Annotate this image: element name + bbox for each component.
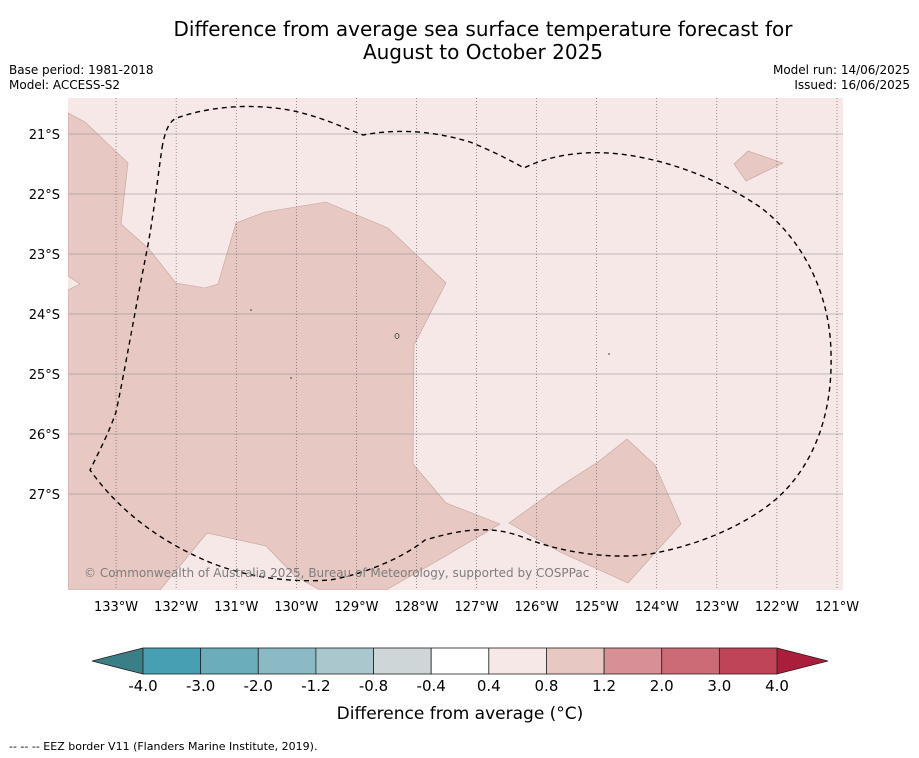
colorbar-under-arrow xyxy=(91,647,144,675)
colorbar-tick-label: -4.0 xyxy=(128,677,157,695)
issued-date: Issued: 16/06/2025 xyxy=(794,78,910,92)
longitude-tick-label: 132°W xyxy=(154,600,198,615)
colorbar-tick-label: 0.4 xyxy=(477,677,501,695)
longitude-tick-label: 133°W xyxy=(94,600,138,615)
island-marker xyxy=(394,333,400,339)
model-run: Model run: 14/06/2025 xyxy=(772,63,910,77)
colorbar-unit-label: Difference from average (°C) xyxy=(336,704,584,724)
colorbar-segment xyxy=(257,647,317,675)
latitude-tick-label: 23°S xyxy=(29,248,60,263)
model-name: Model: ACCESS-S2 xyxy=(9,78,121,92)
warm-anomaly-region-northeast xyxy=(733,150,784,182)
gridlines xyxy=(68,98,843,590)
colorbar-segment xyxy=(142,647,202,675)
colorbar-segment xyxy=(430,647,490,675)
colorbar-segment xyxy=(546,647,605,675)
island-dot xyxy=(290,377,292,379)
base-period: Base period: 1981-2018 xyxy=(9,63,154,77)
longitude-tick-label: 128°W xyxy=(394,600,438,615)
title-line-1: Difference from average sea surface temp… xyxy=(173,17,793,41)
colorbar: -4.0 -3.0 -2.0 -1.2 -0.8 -0.4 0.4 0.8 1.2 2.0 3.0 4… xyxy=(91,647,829,695)
longitude-tick-label: 124°W xyxy=(635,600,679,615)
colorbar-over-arrow xyxy=(776,647,829,675)
latitude-tick-label: 22°S xyxy=(29,188,60,203)
latitude-tick-labels: 21°S 22°S 23°S 24°S 25°S 26°S 27°S xyxy=(29,128,60,503)
longitude-tick-label: 130°W xyxy=(274,600,318,615)
colorbar-tick-label: 3.0 xyxy=(707,677,731,695)
copyright-text: © Commonwealth of Australia 2025, Bureau… xyxy=(84,566,589,580)
latitude-tick-label: 25°S xyxy=(29,368,60,383)
meta-left: Base period: 1981-2018 Model: ACCESS-S2 xyxy=(9,63,154,93)
colorbar-tick-label: 0.8 xyxy=(535,677,559,695)
longitude-tick-label: 127°W xyxy=(454,600,498,615)
latitude-tick-label: 26°S xyxy=(29,428,60,443)
longitude-tick-label: 129°W xyxy=(334,600,378,615)
colorbar-segment xyxy=(488,647,547,675)
longitude-tick-labels: 133°W 132°W 131°W 130°W 129°W 128°W 127°W 126°W… xyxy=(94,600,859,615)
island-dot xyxy=(250,309,252,311)
colorbar-tick-label: -0.8 xyxy=(359,677,388,695)
colorbar-segment xyxy=(373,647,432,675)
island-dot xyxy=(608,353,610,355)
colorbar-tick-label: -3.0 xyxy=(186,677,215,695)
colorbar-segment xyxy=(315,647,374,675)
longitude-tick-label: 131°W xyxy=(214,600,258,615)
colorbar-tick-label: -2.0 xyxy=(244,677,273,695)
meta-right: Model run: 14/06/2025 Issued: 16/06/2025 xyxy=(773,63,910,93)
colorbar-tick-label: -1.2 xyxy=(301,677,330,695)
colorbar-segment xyxy=(718,647,778,675)
colorbar-tick-label: -0.4 xyxy=(417,677,446,695)
footnote: -- -- -- EEZ border V11 (Flanders Marine… xyxy=(9,740,318,753)
colorbar-tick-label: 2.0 xyxy=(650,677,674,695)
latitude-tick-label: 24°S xyxy=(29,308,60,323)
colorbar-segment xyxy=(603,647,663,675)
chart-title: Difference from average sea surface temp… xyxy=(0,18,919,64)
colorbar-tick-label: 1.2 xyxy=(592,677,616,695)
latitude-tick-label: 21°S xyxy=(29,128,60,143)
latitude-tick-label: 27°S xyxy=(29,488,60,503)
colorbar-tick-label: 4.0 xyxy=(765,677,789,695)
colorbar-segment xyxy=(661,647,720,675)
title-line-2: August to October 2025 xyxy=(362,40,604,64)
colorbar-segment xyxy=(200,647,259,675)
longitude-tick-label: 125°W xyxy=(575,600,619,615)
longitude-tick-label: 121°W xyxy=(815,600,859,615)
longitude-tick-label: 126°W xyxy=(515,600,559,615)
longitude-tick-label: 123°W xyxy=(695,600,739,615)
longitude-tick-label: 122°W xyxy=(755,600,799,615)
